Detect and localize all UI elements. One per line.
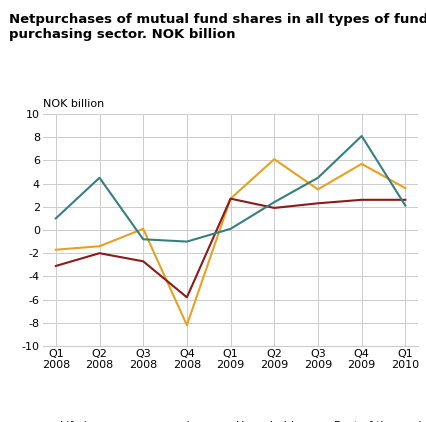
Rest of the world bbox=[402, 203, 407, 208]
Life insurance companies bbox=[315, 187, 320, 192]
Life insurance companies bbox=[402, 186, 407, 191]
Line: Households: Households bbox=[56, 199, 404, 297]
Households bbox=[140, 259, 145, 264]
Life insurance companies bbox=[271, 157, 276, 162]
Rest of the world bbox=[97, 175, 102, 180]
Households bbox=[358, 197, 363, 203]
Life insurance companies bbox=[97, 244, 102, 249]
Life insurance companies bbox=[227, 196, 233, 201]
Text: Netpurchases of mutual fund shares in all types of funds, by
purchasing sector. : Netpurchases of mutual fund shares in al… bbox=[9, 13, 426, 41]
Text: NOK billion: NOK billion bbox=[43, 99, 104, 109]
Life insurance companies bbox=[358, 161, 363, 166]
Households bbox=[97, 251, 102, 256]
Households bbox=[184, 295, 189, 300]
Rest of the world bbox=[315, 175, 320, 180]
Households bbox=[227, 196, 233, 201]
Rest of the world bbox=[53, 216, 58, 221]
Line: Rest of the world: Rest of the world bbox=[56, 136, 404, 241]
Households bbox=[402, 197, 407, 203]
Line: Life insurance companies: Life insurance companies bbox=[56, 159, 404, 325]
Legend: Life insurance companies, Households, Rest of the world: Life insurance companies, Households, Re… bbox=[29, 417, 426, 422]
Households bbox=[315, 201, 320, 206]
Rest of the world bbox=[271, 200, 276, 205]
Life insurance companies bbox=[140, 226, 145, 231]
Households bbox=[53, 263, 58, 268]
Life insurance companies bbox=[184, 323, 189, 328]
Rest of the world bbox=[140, 237, 145, 242]
Rest of the world bbox=[184, 239, 189, 244]
Life insurance companies bbox=[53, 247, 58, 252]
Rest of the world bbox=[227, 226, 233, 231]
Rest of the world bbox=[358, 133, 363, 138]
Households bbox=[271, 206, 276, 211]
